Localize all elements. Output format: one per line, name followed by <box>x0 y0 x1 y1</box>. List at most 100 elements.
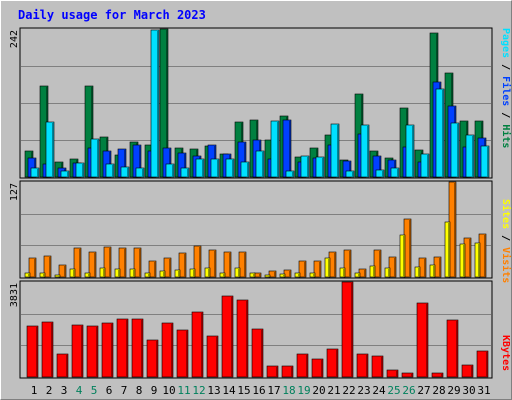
bar-kbytes-day-3 <box>56 353 69 378</box>
day-label-20: 20 <box>312 384 325 397</box>
bar-sites-day-7 <box>114 268 121 278</box>
top-panel-max-label: 242 <box>9 30 20 48</box>
bar-kbytes-day-10 <box>161 322 174 378</box>
bar-pages-day-25 <box>390 167 400 178</box>
day-label-1: 1 <box>31 384 38 397</box>
bar-kbytes-day-9 <box>146 339 159 378</box>
bar-pages-day-6 <box>105 163 115 178</box>
bar-visits-day-14 <box>223 251 232 278</box>
bar-kbytes-day-19 <box>296 353 309 378</box>
bar-sites-day-29 <box>444 221 451 278</box>
bar-pages-day-15 <box>240 161 250 178</box>
bar-sites-day-30 <box>459 243 466 278</box>
bar-sites-day-8 <box>129 268 136 278</box>
day-label-18: 18 <box>282 384 295 397</box>
bar-sites-day-16 <box>249 272 256 278</box>
bar-visits-day-7 <box>118 247 127 278</box>
bar-sites-day-4 <box>69 268 76 278</box>
day-label-13: 13 <box>207 384 220 397</box>
bar-kbytes-day-23 <box>356 353 369 378</box>
bar-visits-day-2 <box>43 255 52 278</box>
bar-visits-day-1 <box>28 257 37 278</box>
bar-pages-day-13 <box>210 158 220 178</box>
chart-title: Daily usage for March 2023 <box>18 8 206 22</box>
day-label-10: 10 <box>162 384 175 397</box>
bar-pages-day-12 <box>195 158 205 178</box>
day-label-19: 19 <box>297 384 310 397</box>
mid-panel-grid <box>21 214 491 246</box>
bar-pages-day-19 <box>300 155 310 178</box>
bottom-panel: 3831 KBytes <box>9 280 511 379</box>
bar-kbytes-day-14 <box>221 295 234 378</box>
bar-pages-day-5 <box>90 138 100 178</box>
bar-sites-day-1 <box>24 272 31 278</box>
bar-visits-day-6 <box>103 246 112 278</box>
legend-sites: Sites <box>500 199 512 229</box>
day-label-16: 16 <box>252 384 265 397</box>
bar-visits-day-22 <box>343 249 352 278</box>
bar-kbytes-day-2 <box>41 321 54 378</box>
bar-kbytes-day-6 <box>101 322 114 378</box>
bar-files-day-18 <box>282 119 292 178</box>
bar-visits-day-20 <box>313 260 322 278</box>
legend-hits: Hits <box>500 124 512 148</box>
bar-pages-day-7 <box>120 166 130 178</box>
bar-kbytes-day-27 <box>416 302 429 378</box>
bar-pages-day-20 <box>315 156 325 178</box>
day-label-17: 17 <box>267 384 280 397</box>
bar-pages-day-4 <box>75 162 85 178</box>
bar-pages-day-16 <box>255 150 265 178</box>
bar-visits-day-15 <box>238 251 247 278</box>
bar-sites-day-2 <box>39 272 46 278</box>
bar-kbytes-day-17 <box>266 365 279 378</box>
bar-sites-day-21 <box>324 257 331 278</box>
bar-pages-day-1 <box>30 167 40 178</box>
bar-sites-day-10 <box>159 270 166 278</box>
legend-files: Files <box>500 76 512 106</box>
bar-pages-day-30 <box>465 134 475 178</box>
mid-panel-legend: Sites / Visits <box>500 199 512 283</box>
bar-visits-day-10 <box>163 257 172 278</box>
bar-pages-day-18 <box>285 170 295 178</box>
bar-visits-day-25 <box>388 256 397 278</box>
day-label-4: 4 <box>76 384 83 397</box>
bar-kbytes-day-22 <box>341 281 354 378</box>
bottom-panel-max-label: 3831 <box>9 283 20 307</box>
bar-kbytes-day-4 <box>71 324 84 378</box>
mid-panel-max-label: 127 <box>9 183 20 201</box>
bar-sites-day-9 <box>144 272 151 278</box>
bar-sites-day-14 <box>219 272 226 278</box>
bar-kbytes-day-16 <box>251 328 264 378</box>
bar-kbytes-day-18 <box>281 365 294 378</box>
bar-pages-day-28 <box>435 88 445 178</box>
bar-visits-day-5 <box>88 251 97 278</box>
bar-pages-day-10 <box>165 163 175 178</box>
bar-sites-day-19 <box>294 272 301 278</box>
day-label-14: 14 <box>222 384 236 397</box>
day-labels: 1 2 3 4 5 6 7 8 9 10 11 12 13 14 15 16 17 18 19 20 21 22 23 24 2… <box>31 384 491 397</box>
bar-kbytes-day-28 <box>431 372 444 378</box>
bar-visits-day-11 <box>178 252 187 278</box>
bar-pages-day-24 <box>375 169 385 178</box>
day-label-11: 11 <box>177 384 190 397</box>
bar-sites-day-22 <box>339 267 346 278</box>
bar-pages-day-2 <box>45 121 55 178</box>
day-label-15: 15 <box>237 384 250 397</box>
bar-visits-day-19 <box>298 260 307 278</box>
bar-kbytes-day-8 <box>131 318 144 378</box>
day-label-7: 7 <box>121 384 128 397</box>
bar-pages-day-3 <box>60 170 70 178</box>
bar-visits-day-13 <box>208 249 217 278</box>
bar-kbytes-day-11 <box>176 329 189 378</box>
day-label-30: 30 <box>462 384 475 397</box>
bar-visits-day-24 <box>373 249 382 278</box>
bar-pages-day-8 <box>135 167 145 178</box>
bar-pages-day-26 <box>405 124 415 178</box>
top-panel-legend: Pages / Files / Hits <box>500 28 512 148</box>
day-label-23: 23 <box>357 384 370 397</box>
bar-sites-day-31 <box>474 242 481 278</box>
bar-visits-day-9 <box>148 260 157 278</box>
bottom-panel-legend: KBytes <box>500 335 511 371</box>
bar-kbytes-day-30 <box>461 364 474 378</box>
